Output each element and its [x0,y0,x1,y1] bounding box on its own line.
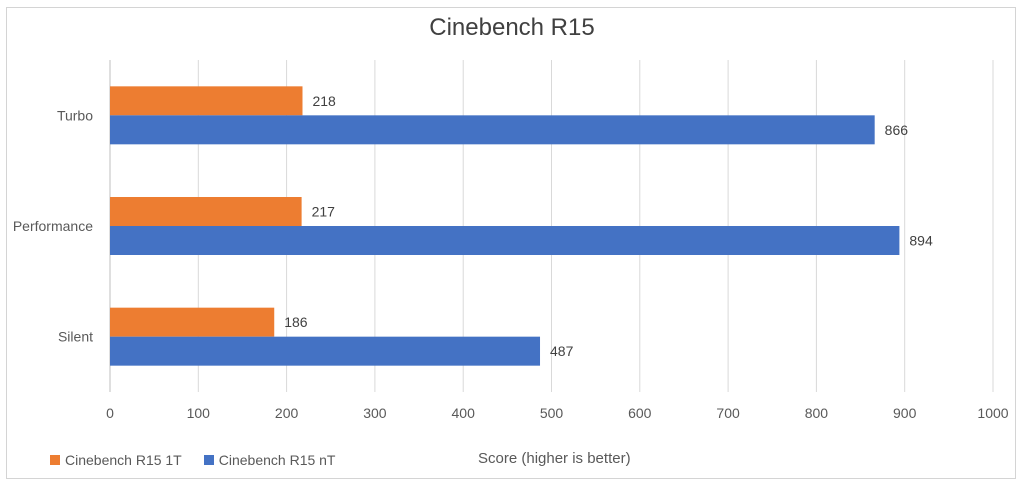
data-label: 218 [312,93,336,109]
data-label: 186 [284,314,308,330]
legend-item-1t: Cinebench R15 1T [50,452,182,468]
x-tick-label: 300 [363,405,387,421]
x-tick-label: 500 [540,405,564,421]
legend-label-1t: Cinebench R15 1T [65,452,182,468]
category-label: Turbo [57,107,93,123]
legend: Cinebench R15 1T Cinebench R15 nT [50,452,336,468]
bar [110,197,302,226]
data-label: 487 [550,343,574,359]
x-tick-label: 800 [805,405,829,421]
chart-title: Cinebench R15 [429,14,595,41]
legend-item-nt: Cinebench R15 nT [203,452,336,468]
category-label: Performance [13,218,93,234]
x-tick-label: 900 [893,405,917,421]
bar [110,307,275,337]
data-label: 866 [885,122,909,138]
bar [110,86,303,116]
legend-swatch-1t [50,455,60,465]
bar [110,226,900,255]
x-tick-label: 200 [275,405,299,421]
data-label: 894 [909,233,933,249]
data-label: 217 [312,204,336,220]
x-axis-label: Score (higher is better) [478,450,631,467]
bar [110,115,875,145]
x-tick-label: 400 [452,405,476,421]
legend-swatch-nt [203,455,214,465]
legend-label-nt: Cinebench R15 nT [218,452,336,468]
x-tick-label: 600 [628,405,652,421]
category-label: Silent [58,329,93,345]
x-tick-label: 1000 [977,405,1008,421]
x-tick-label: 100 [187,405,211,421]
x-tick-label: 700 [716,405,740,421]
bar [110,336,541,366]
x-tick-label: 0 [106,405,114,421]
